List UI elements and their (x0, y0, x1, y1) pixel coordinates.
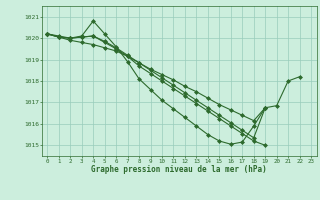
X-axis label: Graphe pression niveau de la mer (hPa): Graphe pression niveau de la mer (hPa) (91, 165, 267, 174)
